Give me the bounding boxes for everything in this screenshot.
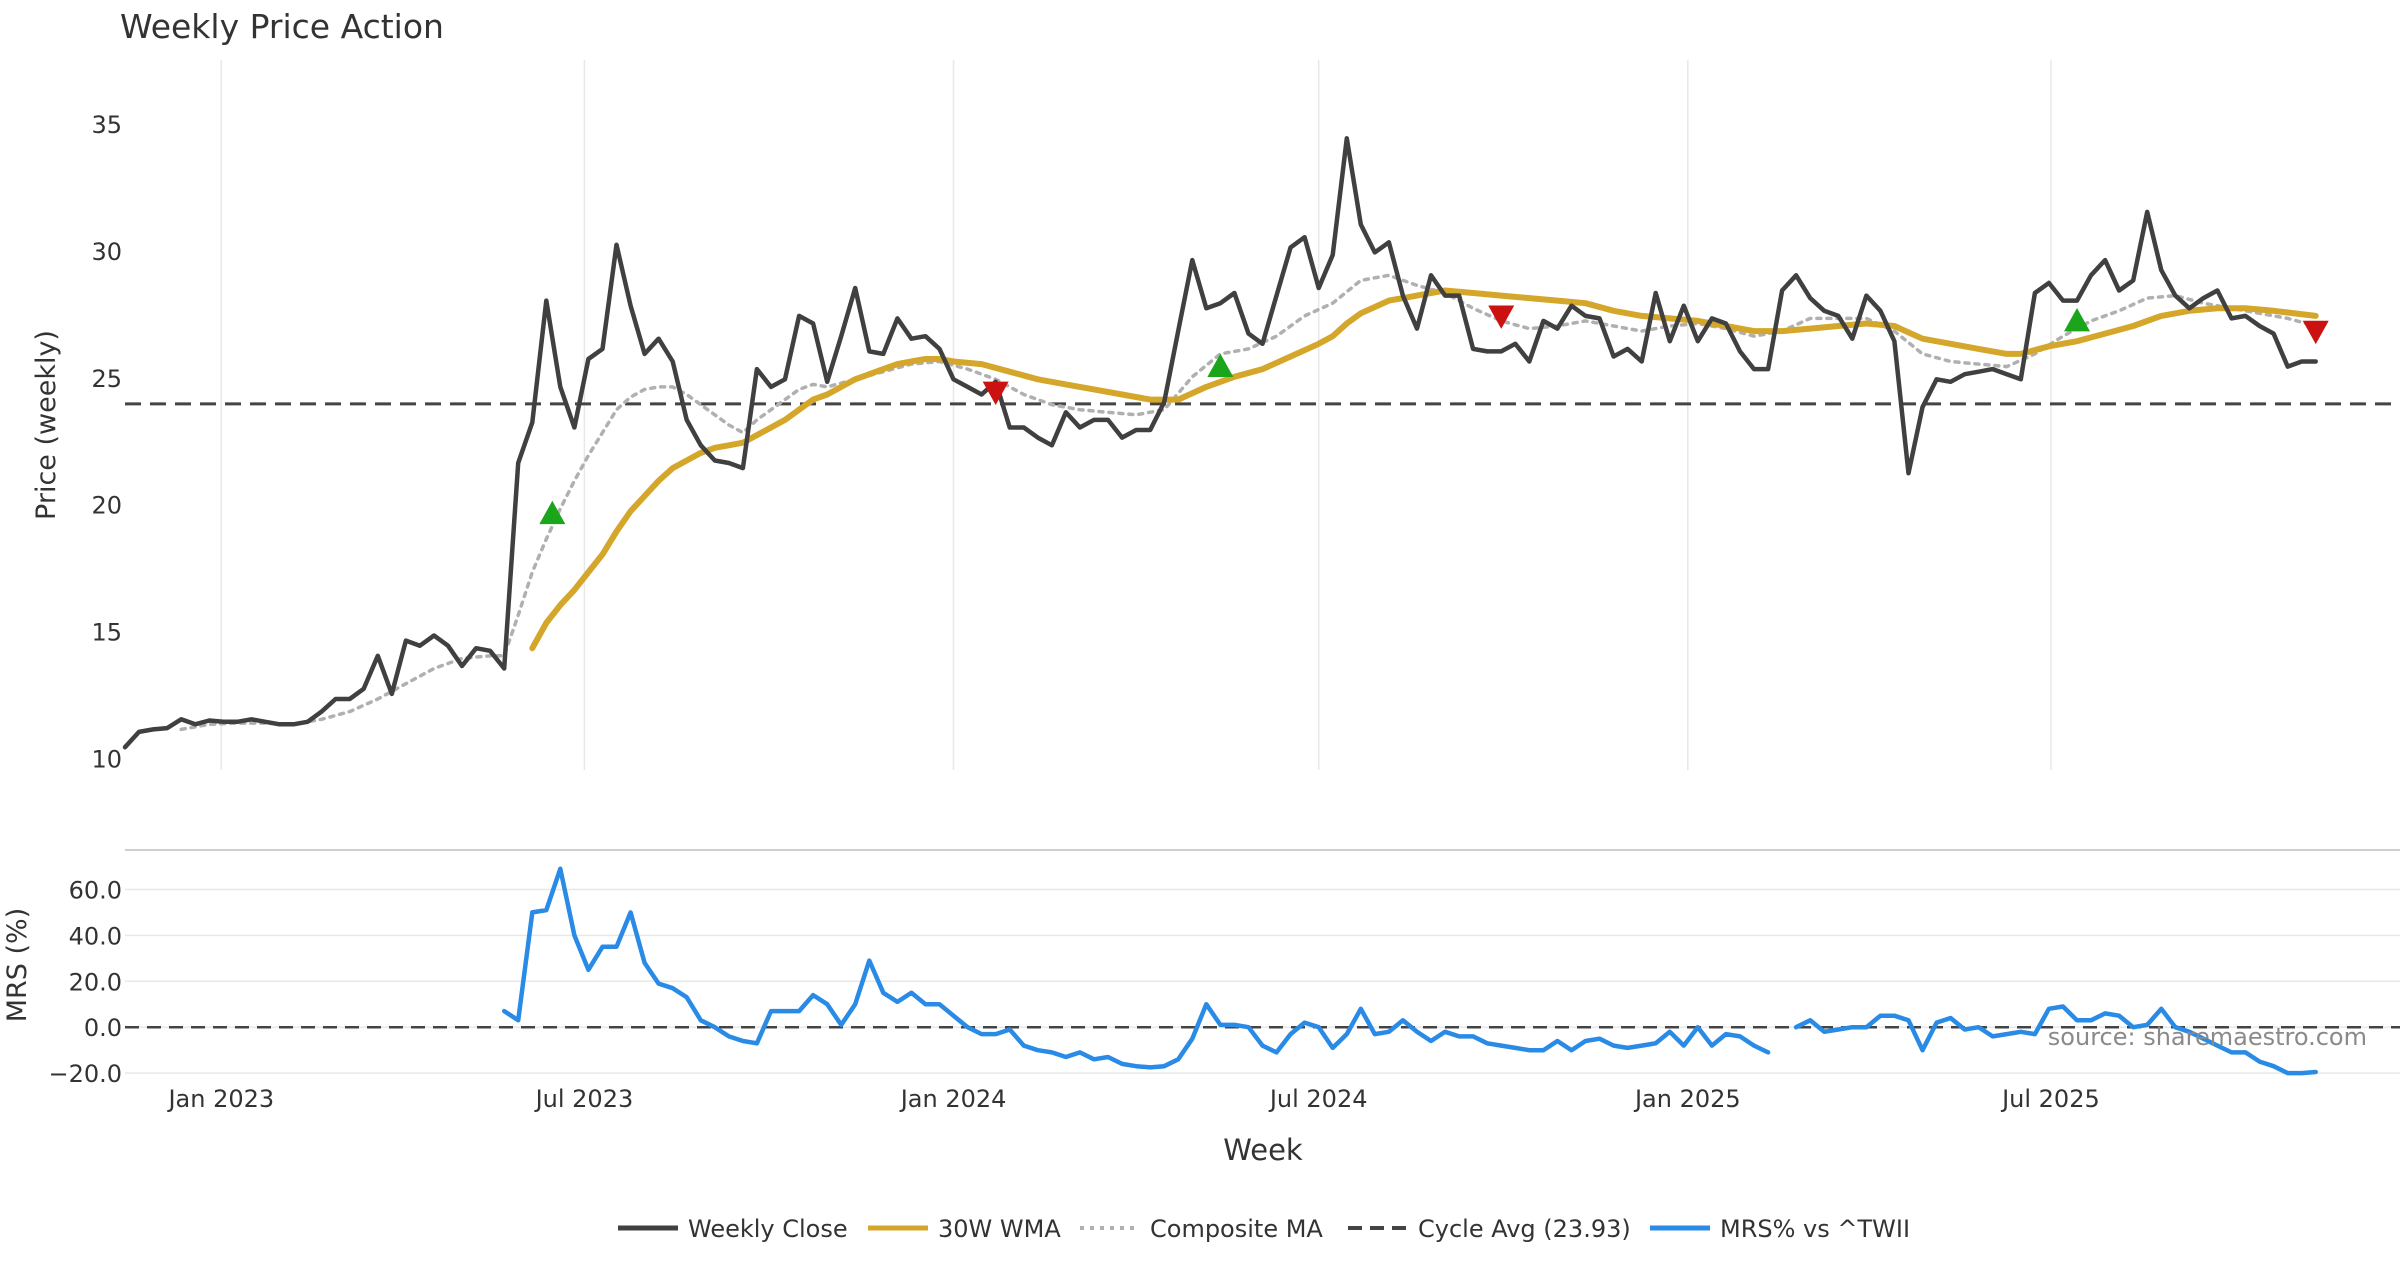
x-ticks: Jan 2023 Jul 2023 Jan 2024 Jul 2024 Jan 2025… xyxy=(166,1085,2099,1113)
legend-label: Weekly Close xyxy=(688,1215,848,1243)
legend: Weekly Close 30W WMA Composite MA Cycle Avg… xyxy=(618,1215,1910,1243)
weekly-close-line xyxy=(122,136,2318,750)
legend-label: Composite MA xyxy=(1150,1215,1323,1243)
wma-line xyxy=(529,287,2319,652)
x-tick-label: Jul 2025 xyxy=(2000,1085,2100,1113)
mrs-y-tick: 20.0 xyxy=(69,968,122,996)
sell-signal-marker xyxy=(2302,320,2329,345)
mrs-y-tick: 40.0 xyxy=(69,922,122,950)
buy-signal-marker xyxy=(2064,307,2091,332)
mrs-y-ticks: −20.0 0.0 20.0 40.0 60.0 xyxy=(48,876,122,1088)
buy-signal-marker xyxy=(539,500,566,525)
price-series xyxy=(122,136,2319,750)
x-tick-label: Jan 2025 xyxy=(1633,1085,1741,1113)
composite-ma-line xyxy=(179,273,2318,732)
chart-title: Weekly Price Action xyxy=(120,7,444,46)
legend-label: Cycle Avg (23.93) xyxy=(1418,1215,1631,1243)
legend-item: Weekly Close xyxy=(618,1215,848,1243)
price-grid xyxy=(220,60,2052,770)
mrs-y-axis-label: MRS (%) xyxy=(2,908,33,1023)
signal-markers xyxy=(539,305,2329,525)
legend-item: MRS% vs ^TWII xyxy=(1650,1215,1910,1243)
mrs-line-segment xyxy=(1793,1004,2318,1076)
x-axis-label: Week xyxy=(1223,1133,1303,1167)
price-y-axis-label: Price (weekly) xyxy=(31,330,62,520)
legend-item: 30W WMA xyxy=(868,1215,1061,1243)
mrs-y-tick: 60.0 xyxy=(69,876,122,904)
mrs-series xyxy=(501,866,2318,1076)
legend-item: Composite MA xyxy=(1080,1215,1323,1243)
legend-item: Cycle Avg (23.93) xyxy=(1348,1215,1631,1243)
legend-label: MRS% vs ^TWII xyxy=(1720,1215,1910,1243)
mrs-y-tick: 0.0 xyxy=(84,1014,122,1042)
price-y-tick: 10 xyxy=(91,745,122,773)
x-tick-label: Jul 2023 xyxy=(534,1085,634,1113)
x-tick-label: Jan 2024 xyxy=(899,1085,1007,1113)
buy-signal-marker xyxy=(1207,353,1234,378)
source-label: source: sharemaestro.com xyxy=(2048,1023,2367,1051)
price-y-tick: 20 xyxy=(91,492,122,520)
sell-signal-marker xyxy=(1488,305,1515,329)
price-y-ticks: 10 15 20 25 30 35 xyxy=(91,111,122,773)
price-y-tick: 35 xyxy=(91,111,122,139)
legend-label: 30W WMA xyxy=(938,1215,1061,1243)
x-tick-label: Jan 2023 xyxy=(166,1085,274,1113)
price-y-tick: 30 xyxy=(91,238,122,266)
sell-signal-marker xyxy=(982,381,1009,405)
price-y-tick: 15 xyxy=(91,618,122,646)
price-y-tick: 25 xyxy=(91,365,122,393)
x-tick-label: Jul 2024 xyxy=(1268,1085,1368,1113)
mrs-y-tick: −20.0 xyxy=(48,1060,122,1088)
mrs-line-segment xyxy=(501,866,1771,1070)
